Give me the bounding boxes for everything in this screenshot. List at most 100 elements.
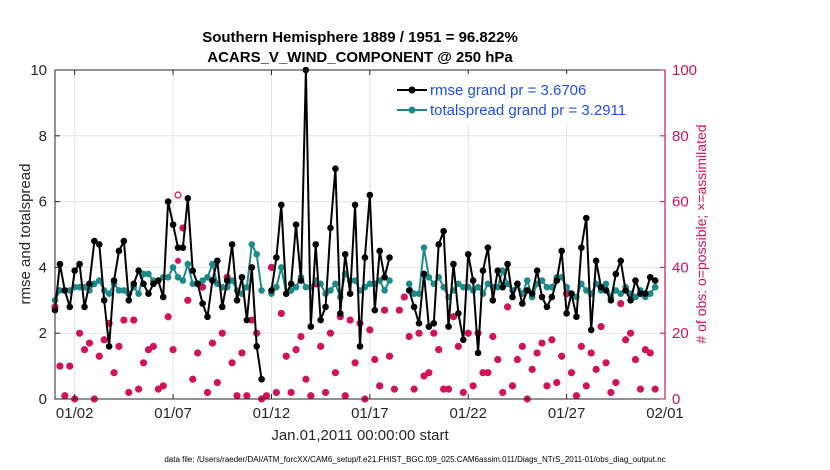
rmse-point	[563, 310, 570, 317]
rmse-point	[337, 310, 344, 317]
obs-assimilated-marker	[420, 372, 428, 380]
rmse-point	[140, 280, 147, 288]
rmse-point	[415, 320, 423, 327]
obs-assimilated-marker	[263, 392, 270, 400]
legend-spread-label: totalspread grand pr = 3.2911	[430, 102, 626, 119]
obs-assimilated-marker	[145, 346, 152, 353]
obs-assimilated-marker	[455, 343, 462, 350]
totalspread-point	[140, 270, 147, 278]
obs-assimilated-marker	[130, 316, 138, 324]
legend: rmse grand pr = 3.6706 totalspread grand…	[393, 74, 659, 124]
rmse-point	[351, 201, 359, 209]
obs-assimilated-marker	[282, 352, 290, 360]
obs-assimilated-marker	[651, 385, 659, 393]
totalspread-point	[145, 270, 152, 278]
obs-assimilated-marker	[56, 362, 64, 370]
rmse-point	[587, 326, 595, 334]
obs-assimilated-marker	[410, 385, 418, 393]
rmse-point	[558, 247, 565, 255]
y-tick-label: 6	[39, 194, 47, 211]
totalspread-point	[582, 287, 590, 294]
obs-assimilated-marker	[105, 320, 113, 327]
totalspread-point	[523, 277, 531, 284]
y2-tick-label: 100	[672, 62, 697, 79]
totalspread-point	[95, 277, 103, 284]
y2-tick-label: 20	[672, 325, 689, 342]
obs-assimilated-marker	[587, 349, 595, 357]
totalspread-point	[243, 283, 251, 291]
obs-assimilated-marker	[386, 352, 393, 360]
obs-assimilated-marker	[632, 356, 639, 363]
rmse-point	[86, 280, 93, 288]
rmse-point	[223, 277, 231, 284]
totalspread-point	[115, 287, 123, 294]
obs-assimilated-marker	[558, 352, 565, 360]
totalspread-point	[440, 283, 447, 291]
totalspread-point	[484, 280, 492, 288]
rmse-point	[238, 273, 246, 281]
y2-tick-label: 80	[672, 128, 689, 145]
rmse-point	[115, 247, 123, 255]
obs-assimilated-marker	[66, 362, 74, 370]
rmse-point	[179, 244, 187, 251]
rmse-point	[371, 306, 379, 314]
rmse-point	[81, 303, 88, 311]
rmse-point	[100, 297, 108, 304]
obs-assimilated-marker	[494, 356, 502, 363]
totalspread-point	[455, 280, 462, 288]
rmse-point	[469, 277, 477, 284]
rmse-point	[297, 277, 305, 284]
totalspread-point	[632, 293, 639, 301]
x-tick-label: 01/17	[351, 405, 389, 422]
obs-assimilated-marker	[617, 300, 625, 307]
totalspread-point	[189, 280, 197, 288]
obs-assimilated-marker	[307, 392, 315, 400]
rmse-point	[277, 201, 285, 209]
rmse-point	[361, 254, 369, 261]
totalspread-point	[381, 287, 388, 294]
obs-assimilated-marker	[548, 336, 556, 344]
rmse-point	[332, 165, 339, 172]
rmse-point	[464, 250, 472, 258]
rmse-point	[410, 303, 418, 311]
obs-assimilated-marker	[248, 316, 256, 324]
obs-assimilated-marker	[179, 224, 187, 232]
rmse-point	[169, 221, 177, 228]
obs-assimilated-marker	[214, 379, 221, 386]
rmse-point	[228, 241, 236, 248]
rmse-point	[366, 191, 374, 199]
obs-assimilated-marker	[346, 316, 354, 324]
obs-assimilated-marker	[479, 369, 487, 376]
obs-assimilated-marker	[474, 329, 482, 337]
obs-assimilated-marker	[484, 369, 492, 376]
obs-assimilated-marker	[646, 349, 654, 357]
rmse-point	[268, 287, 275, 294]
rmse-point	[120, 237, 128, 245]
rmse-point	[307, 323, 315, 330]
rmse-point	[287, 280, 295, 288]
obs-assimilated-marker	[415, 329, 423, 337]
rmse-point	[130, 280, 138, 288]
obs-assimilated-marker	[61, 392, 69, 400]
rmse-point	[533, 267, 541, 274]
rmse-point	[474, 349, 482, 357]
rmse-point	[592, 257, 600, 265]
obs-assimilated-marker	[100, 336, 108, 344]
totalspread-point	[179, 277, 187, 284]
obs-assimilated-marker	[578, 343, 585, 350]
obs-assimilated-marker	[538, 339, 546, 347]
rmse-point	[135, 267, 142, 274]
rmse-point	[159, 293, 167, 301]
totalspread-point	[120, 287, 128, 294]
rmse-point	[573, 313, 580, 321]
totalspread-point	[253, 250, 260, 258]
obs-assimilated-marker	[341, 392, 349, 400]
obs-assimilated-marker	[292, 346, 300, 353]
y-tick-label: 8	[39, 128, 47, 145]
y-axis-label: rmse and totalspread	[17, 164, 34, 305]
rmse-point	[479, 267, 487, 274]
obs-assimilated-marker	[612, 379, 620, 386]
obs-assimilated-marker	[440, 385, 447, 393]
totalspread-point	[386, 277, 393, 284]
